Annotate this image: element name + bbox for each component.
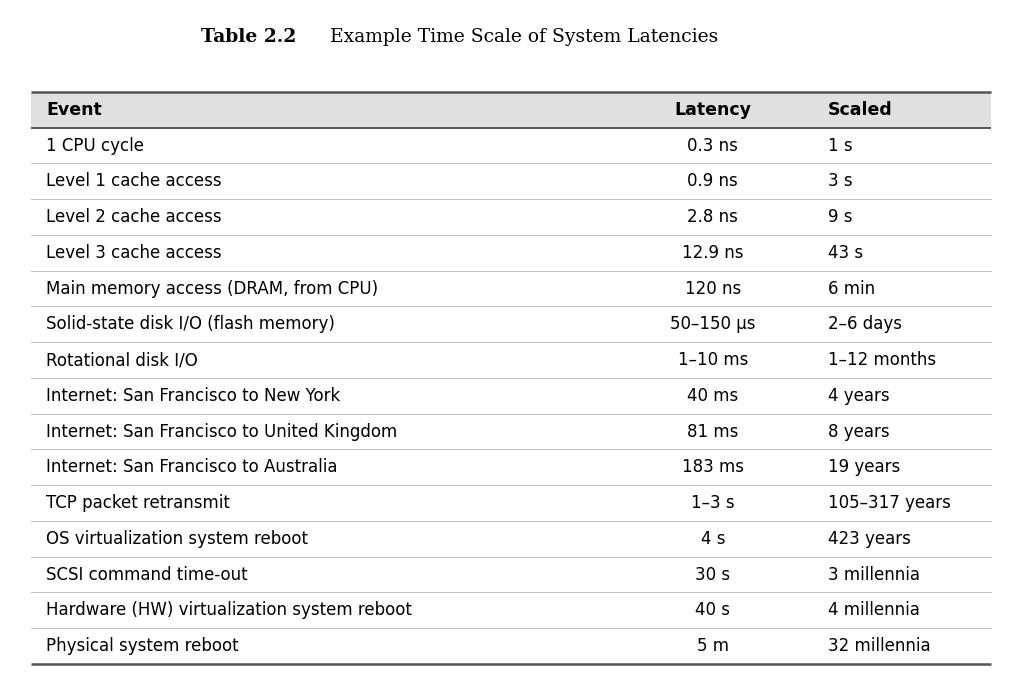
Bar <box>31 485 991 521</box>
Text: 12.9 ns: 12.9 ns <box>682 244 744 262</box>
Text: Level 3 cache access: Level 3 cache access <box>46 244 222 262</box>
Text: Internet: San Francisco to New York: Internet: San Francisco to New York <box>46 387 340 405</box>
Text: TCP packet retransmit: TCP packet retransmit <box>46 494 230 512</box>
Bar <box>31 449 991 485</box>
Bar <box>31 270 991 306</box>
Bar <box>31 342 991 378</box>
Text: Solid-state disk I/O (flash memory): Solid-state disk I/O (flash memory) <box>46 315 335 333</box>
Text: 1–10 ms: 1–10 ms <box>678 351 748 369</box>
Bar <box>31 521 991 557</box>
Text: Example Time Scale of System Latencies: Example Time Scale of System Latencies <box>324 29 717 46</box>
Text: 1 CPU cycle: 1 CPU cycle <box>46 137 144 155</box>
Bar <box>31 413 991 449</box>
Bar <box>31 92 991 128</box>
Text: 40 ms: 40 ms <box>687 387 739 405</box>
Text: 1 s: 1 s <box>828 137 852 155</box>
Text: Latency: Latency <box>675 101 751 118</box>
Text: 32 millennia: 32 millennia <box>828 637 930 655</box>
Text: 3 s: 3 s <box>828 172 852 190</box>
Text: 4 s: 4 s <box>701 530 725 548</box>
Bar <box>31 592 991 628</box>
Text: 81 ms: 81 ms <box>687 423 739 441</box>
Text: Physical system reboot: Physical system reboot <box>46 637 238 655</box>
Text: 3 millennia: 3 millennia <box>828 566 920 584</box>
Text: Rotational disk I/O: Rotational disk I/O <box>46 351 197 369</box>
Bar <box>31 128 991 163</box>
Text: Level 2 cache access: Level 2 cache access <box>46 208 222 226</box>
Text: 4 years: 4 years <box>828 387 889 405</box>
Text: 19 years: 19 years <box>828 458 900 476</box>
Text: 105–317 years: 105–317 years <box>828 494 950 512</box>
Text: Internet: San Francisco to Australia: Internet: San Francisco to Australia <box>46 458 337 476</box>
Text: 2–6 days: 2–6 days <box>828 315 901 333</box>
Text: Main memory access (DRAM, from CPU): Main memory access (DRAM, from CPU) <box>46 280 378 298</box>
Text: 120 ns: 120 ns <box>685 280 741 298</box>
Text: 0.3 ns: 0.3 ns <box>688 137 738 155</box>
Text: 6 min: 6 min <box>828 280 875 298</box>
Text: 0.9 ns: 0.9 ns <box>688 172 738 190</box>
Text: Level 1 cache access: Level 1 cache access <box>46 172 222 190</box>
Bar <box>31 628 991 664</box>
Text: Hardware (HW) virtualization system reboot: Hardware (HW) virtualization system rebo… <box>46 601 412 619</box>
Bar <box>31 199 991 235</box>
Text: 50–150 μs: 50–150 μs <box>670 315 755 333</box>
Text: 4 millennia: 4 millennia <box>828 601 920 619</box>
Text: Table 2.2: Table 2.2 <box>200 29 296 46</box>
Bar <box>31 378 991 413</box>
Text: 423 years: 423 years <box>828 530 911 548</box>
Text: 183 ms: 183 ms <box>682 458 744 476</box>
Text: 40 s: 40 s <box>695 601 731 619</box>
Text: 8 years: 8 years <box>828 423 889 441</box>
Text: 2.8 ns: 2.8 ns <box>688 208 738 226</box>
Text: 30 s: 30 s <box>695 566 731 584</box>
Bar <box>31 235 991 270</box>
Bar <box>31 557 991 592</box>
Text: 1–12 months: 1–12 months <box>828 351 936 369</box>
Text: Internet: San Francisco to United Kingdom: Internet: San Francisco to United Kingdo… <box>46 423 398 441</box>
Text: 5 m: 5 m <box>697 637 729 655</box>
Text: 43 s: 43 s <box>828 244 863 262</box>
Text: SCSI command time-out: SCSI command time-out <box>46 566 247 584</box>
Text: 1–3 s: 1–3 s <box>691 494 735 512</box>
Text: Event: Event <box>46 101 102 118</box>
Bar <box>31 163 991 199</box>
Bar <box>31 306 991 342</box>
Text: Scaled: Scaled <box>828 101 892 118</box>
Text: OS virtualization system reboot: OS virtualization system reboot <box>46 530 308 548</box>
Text: 9 s: 9 s <box>828 208 852 226</box>
